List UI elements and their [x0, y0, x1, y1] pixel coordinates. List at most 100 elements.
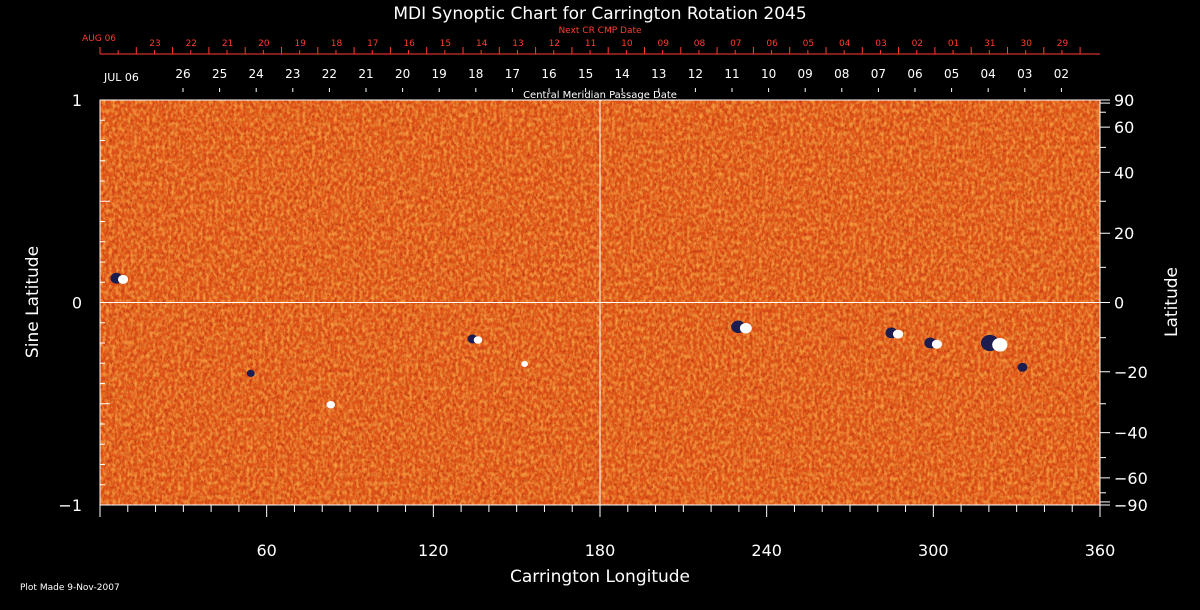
cmp-date-label: 03: [1017, 67, 1032, 81]
next-cr-date-label: 15: [440, 39, 451, 49]
next-cr-date-label: 18: [331, 39, 343, 49]
cmp-tick-group: 26 25 24 23 22 21 20 19 18 17 16 15 14 13 12 11 10 09 08 07…: [175, 67, 1069, 92]
cmp-date-label: 21: [358, 67, 373, 81]
positive-polarity-mark: [521, 361, 529, 368]
next-cr-date-label: 17: [367, 39, 378, 49]
y-tick-label-right: −40: [1114, 424, 1148, 443]
next-cr-date-label: 07: [730, 39, 741, 49]
cmp-date-label: 19: [432, 67, 447, 81]
active-region: [467, 334, 483, 344]
cmp-date-label: 25: [212, 67, 227, 81]
cmp-date-label: 11: [724, 67, 739, 81]
cmp-date-label: 14: [615, 67, 630, 81]
next-cr-date-label: 23: [149, 39, 160, 49]
y-tick-label-right: −20: [1114, 363, 1148, 382]
y-tick-label-right: 90: [1114, 91, 1134, 110]
next-cr-date-label: 11: [585, 39, 596, 49]
positive-polarity-mark: [473, 336, 483, 344]
next-cr-date-label: 04: [839, 39, 851, 49]
next-cr-date-label: 12: [549, 39, 560, 49]
x-tick-label: 240: [751, 541, 782, 560]
active-region: [924, 337, 943, 349]
chart-title: MDI Synoptic Chart for Carrington Rotati…: [393, 4, 806, 24]
negative-polarity-mark: [1017, 362, 1028, 372]
cmp-start-label: JUL 06: [103, 71, 139, 84]
active-region: [521, 361, 529, 368]
cmp-date-label: 12: [688, 67, 703, 81]
next-cr-axis-title: Next CR CMP Date: [558, 26, 642, 36]
next-cr-date-label: 16: [403, 39, 415, 49]
x-axis-label: Carrington Longitude: [510, 567, 690, 587]
active-region-group: [110, 272, 1028, 409]
next-cr-date-label: 09: [657, 39, 669, 49]
cmp-date-label: 07: [871, 67, 886, 81]
positive-polarity-mark: [326, 401, 336, 409]
next-cr-date-label: 14: [476, 39, 488, 49]
x-tick-label: 180: [585, 541, 616, 560]
next-cr-date-label: 30: [1020, 39, 1032, 49]
y-tick-label-right: −60: [1114, 469, 1148, 488]
positive-polarity-mark: [892, 329, 904, 339]
cmp-date-label: 09: [798, 67, 813, 81]
positive-polarity-mark: [931, 339, 943, 349]
x-tick-label: 120: [418, 541, 449, 560]
next-cr-date-label: 10: [621, 39, 633, 49]
next-cr-date-label: 31: [984, 39, 995, 49]
positive-polarity-mark: [739, 322, 752, 334]
next-cr-date-label: 03: [875, 39, 886, 49]
cmp-date-label: 10: [761, 67, 776, 81]
next-cr-tick-group: 23 22 21 20 19 18 17 16 15 14 13 12 11 10 09 08 07 06 05 04…: [99, 39, 1081, 54]
cmp-date-label: 26: [175, 67, 190, 81]
cmp-date-label: 06: [907, 67, 922, 81]
right-axis: 90 60 40 20 0 −20 −40 −60 −90: [1100, 91, 1148, 515]
cmp-date-label: 05: [944, 67, 959, 81]
next-cr-date-label: 08: [694, 39, 706, 49]
next-cr-date-label: 20: [258, 39, 270, 49]
y-tick-label-right: 60: [1114, 118, 1134, 137]
cmp-date-label: 15: [578, 67, 593, 81]
y-axis-label-left: Sine Latitude: [23, 246, 43, 358]
next-cr-date-label: 19: [294, 39, 306, 49]
cmp-date-label: 08: [834, 67, 849, 81]
y-tick-label-right: 20: [1114, 224, 1134, 243]
y-tick-label-right: 0: [1114, 294, 1124, 313]
cmp-date-label: 24: [249, 67, 264, 81]
y-tick-label-left: 1: [72, 91, 82, 110]
next-cr-date-label: 06: [766, 39, 778, 49]
x-tick-label: 300: [918, 541, 949, 560]
plot-made-label: Plot Made 9-Nov-2007: [20, 583, 120, 593]
next-cr-start-label: AUG 06: [82, 34, 116, 44]
cmp-date-label: 02: [1054, 67, 1069, 81]
cmp-date-label: 13: [651, 67, 666, 81]
positive-polarity-mark: [117, 274, 129, 284]
y-axis-label-right: Latitude: [1162, 267, 1182, 337]
y-tick-label-left: 0: [72, 294, 82, 313]
next-cr-date-label: 05: [803, 39, 814, 49]
x-tick-label: 360: [1085, 541, 1116, 560]
y-tick-label-left: −1: [58, 496, 82, 515]
active-region: [110, 272, 129, 284]
active-region: [246, 369, 255, 377]
active-region: [980, 334, 1008, 352]
cmp-date-label: 17: [505, 67, 520, 81]
cmp-date-label: 18: [468, 67, 483, 81]
next-cr-date-label: 02: [912, 39, 923, 49]
x-tick-label: 60: [256, 541, 276, 560]
next-cr-date-label: 01: [948, 39, 959, 49]
cmp-date-label: 20: [395, 67, 410, 81]
cmp-date-label: 16: [541, 67, 556, 81]
positive-polarity-mark: [992, 338, 1008, 352]
left-axis: 1 0 −1: [58, 91, 110, 515]
cmp-axis-title: Central Meridian Passage Date: [523, 90, 677, 101]
cmp-date-label: 04: [981, 67, 996, 81]
next-cr-date-label: 13: [512, 39, 523, 49]
next-cr-date-label: 21: [222, 39, 233, 49]
active-region: [731, 320, 752, 334]
next-cr-date-label: 29: [1057, 39, 1069, 49]
active-region: [1017, 362, 1028, 372]
active-region: [326, 401, 336, 409]
cmp-date-label: 23: [285, 67, 300, 81]
bottom-axis: 60 120 180 240 300 360: [99, 505, 1116, 560]
y-tick-label-right: 40: [1114, 163, 1134, 182]
